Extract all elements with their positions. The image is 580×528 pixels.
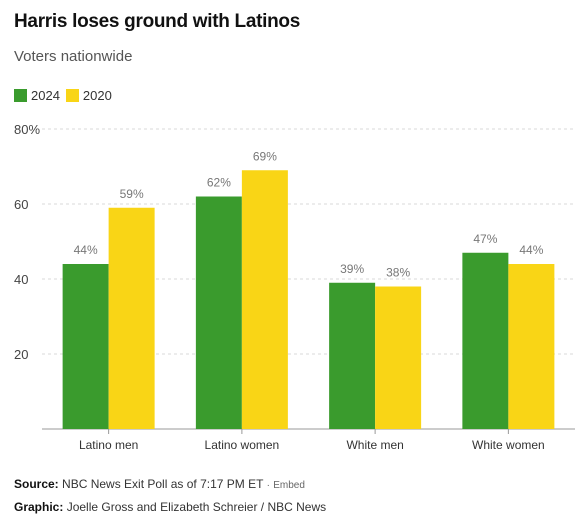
bar-value-label: 39%	[340, 262, 364, 276]
y-tick-label: 60	[14, 197, 28, 212]
bar-value-label: 44%	[519, 243, 543, 257]
graphic-label: Graphic:	[14, 500, 64, 514]
source-line: Source: NBC News Exit Poll as of 7:17 PM…	[14, 477, 305, 491]
x-category-label: Latino men	[79, 438, 138, 452]
y-tick-label: 40	[14, 272, 28, 287]
source-label: Source:	[14, 477, 59, 491]
legend: 2024 2020	[14, 88, 118, 103]
legend-item-2020: 2020	[65, 88, 112, 103]
bar-value-label: 38%	[386, 266, 410, 280]
bar-2020	[108, 207, 155, 429]
bar-value-label: 44%	[74, 243, 98, 257]
bar-2024	[329, 282, 376, 429]
x-category-label: Latino women	[205, 438, 280, 452]
legend-swatch-2024	[14, 89, 27, 102]
chart-subtitle: Voters nationwide	[14, 48, 133, 65]
bar-2020	[508, 264, 555, 429]
graphic-credit-text: Joelle Gross and Elizabeth Schreier / NB…	[66, 500, 327, 514]
source-text: NBC News Exit Poll as of 7:17 PM ET	[62, 477, 264, 491]
x-category-label: White women	[472, 438, 545, 452]
chart-title: Harris loses ground with Latinos	[14, 11, 300, 32]
legend-label-2020: 2020	[82, 88, 112, 103]
bar-2024	[195, 196, 242, 429]
legend-label-2024: 2024	[31, 88, 60, 103]
graphic-credit-line: Graphic: Joelle Gross and Elizabeth Schr…	[14, 500, 326, 514]
bar-2020	[241, 170, 288, 429]
embed-separator: ·	[266, 480, 270, 491]
bar-value-label: 47%	[473, 232, 497, 246]
x-category-label: White men	[346, 438, 403, 452]
bar-value-label: 62%	[207, 176, 231, 190]
bar-value-label: 69%	[253, 149, 277, 163]
bar-value-label: 59%	[120, 187, 144, 201]
bar-2024	[462, 252, 509, 429]
legend-swatch-2020	[65, 89, 79, 102]
legend-item-2024: 2024	[14, 88, 60, 103]
bar-2024	[62, 264, 109, 429]
y-tick-label: 20	[14, 347, 28, 362]
bar-2020	[375, 286, 422, 429]
y-tick-label: 80%	[14, 122, 40, 137]
embed-link[interactable]: Embed	[273, 480, 305, 491]
